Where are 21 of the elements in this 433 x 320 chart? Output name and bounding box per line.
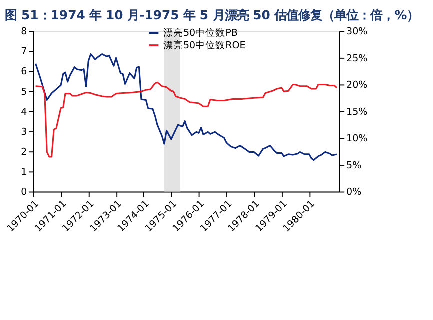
y-tick-label: 0 — [21, 187, 28, 198]
y2-tick-label: 10% — [346, 134, 368, 145]
y2-tick-label: 25% — [346, 53, 368, 64]
y2-tick-label: 30% — [346, 26, 368, 38]
y2-tick-label: 0% — [346, 187, 362, 198]
chart-title: 图 51：1974 年 10 月-1975 年 5 月漂亮 50 估值修复（单位：倍，%） — [5, 8, 420, 23]
y-tick-label: 7 — [21, 46, 28, 58]
y-tick-label: 1 — [21, 167, 28, 178]
y-tick-label: 3 — [21, 126, 28, 138]
legend-label: 漂亮50中位数ROE — [163, 39, 246, 52]
y-tick-label: 8 — [21, 26, 28, 38]
line-series — [35, 82, 338, 158]
y2-tick-label: 15% — [346, 106, 368, 118]
y2-tick-label: 5% — [346, 160, 362, 172]
y2-tick-label: 20% — [346, 80, 368, 92]
legend-label: 漂亮50中位数PB — [163, 26, 238, 39]
y-tick-label: 5 — [21, 86, 28, 98]
y-tick-label: 2 — [21, 146, 28, 158]
y-tick-label: 6 — [21, 66, 28, 78]
line-series — [35, 54, 338, 162]
y-tick-label: 4 — [21, 106, 28, 118]
